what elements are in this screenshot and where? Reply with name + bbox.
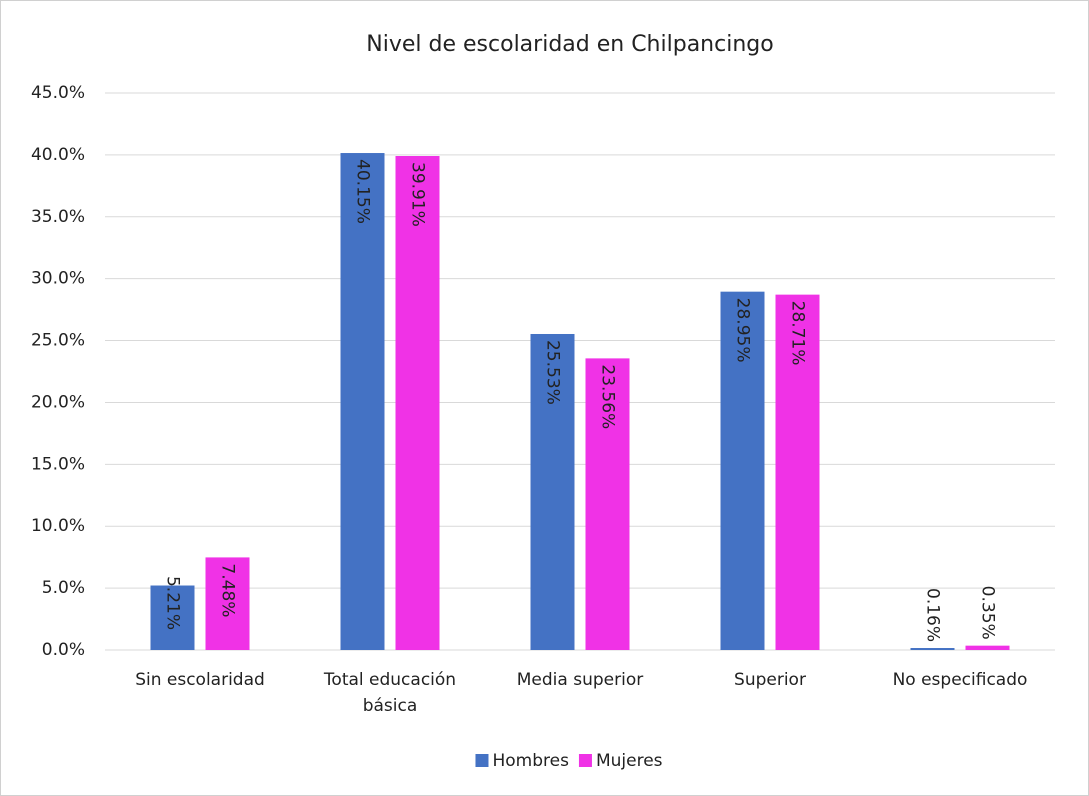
bar <box>340 153 385 650</box>
data-label: 39.91% <box>408 162 428 227</box>
x-tick-label: Media superior <box>517 670 643 690</box>
y-tick-label: 40.0% <box>31 145 85 165</box>
y-tick-label: 10.0% <box>31 516 85 536</box>
bar <box>720 291 765 650</box>
legend-swatch <box>475 754 489 767</box>
bar <box>530 333 575 650</box>
x-tick-label: Total educación básica <box>323 670 456 716</box>
y-tick-label: 30.0% <box>31 269 85 289</box>
bar <box>965 645 1010 650</box>
data-label: 7.48% <box>218 563 238 617</box>
data-label: 40.15% <box>353 159 373 224</box>
y-tick-label: 0.0% <box>42 640 85 660</box>
legend-label: Hombres <box>492 751 569 771</box>
x-tick-label: Superior <box>734 670 806 690</box>
bar <box>775 294 820 650</box>
data-label: 28.95% <box>733 298 753 363</box>
y-tick-label: 45.0% <box>31 83 85 103</box>
data-label: 25.53% <box>543 340 563 405</box>
bar <box>150 585 195 650</box>
data-label: 23.56% <box>598 364 618 429</box>
y-tick-label: 20.0% <box>31 392 85 412</box>
y-tick-label: 25.0% <box>31 331 85 351</box>
legend-swatch <box>578 754 592 767</box>
legend-label: Mujeres <box>596 751 663 771</box>
data-label: 0.35% <box>978 586 998 640</box>
y-tick-label: 5.0% <box>42 578 85 598</box>
data-label: 0.16% <box>923 588 943 642</box>
y-tick-label: 15.0% <box>31 454 85 474</box>
y-tick-label: 35.0% <box>31 207 85 227</box>
bar <box>395 156 440 651</box>
data-label: 5.21% <box>163 576 183 630</box>
x-tick-label: No especificado <box>893 670 1028 690</box>
bar <box>205 557 250 650</box>
bar <box>585 358 630 650</box>
chart-title: Nivel de escolaridad en Chilpancingo <box>366 32 773 57</box>
x-tick-label: Sin escolaridad <box>135 670 265 690</box>
data-label: 28.71% <box>788 301 808 366</box>
bar <box>910 648 955 650</box>
